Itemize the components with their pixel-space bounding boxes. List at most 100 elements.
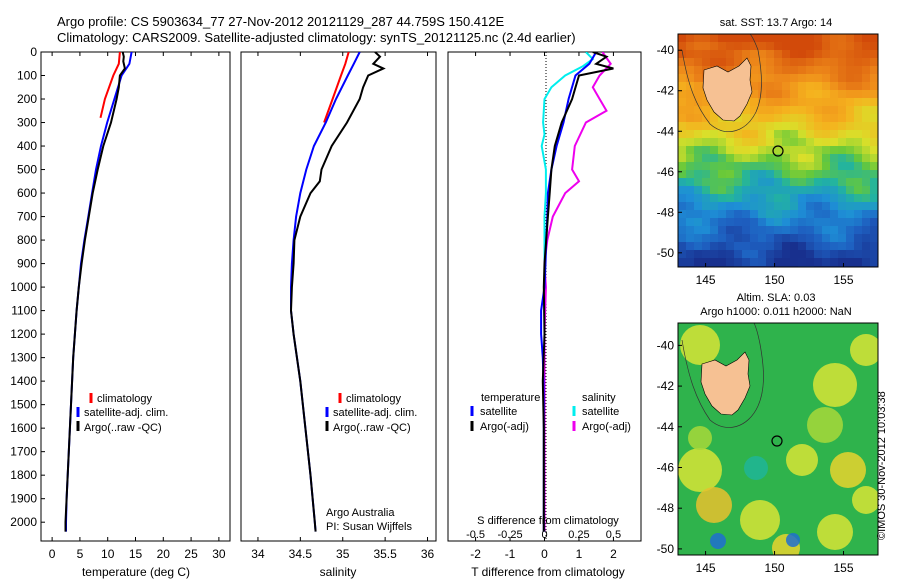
lat-tick-label: -42 bbox=[657, 379, 675, 393]
sst-cell bbox=[750, 162, 758, 170]
sst-cell bbox=[798, 34, 806, 42]
sst-cell bbox=[846, 42, 854, 50]
sst-cell bbox=[686, 34, 694, 42]
sst-map-axis: 145 150 155 -40 -42 -44 -46 -48 -50 bbox=[657, 43, 854, 287]
sst-cell bbox=[678, 98, 686, 106]
sst-cell bbox=[830, 170, 838, 178]
sst-cell bbox=[774, 106, 782, 114]
argo-position-marker bbox=[771, 435, 783, 447]
sst-cell bbox=[806, 194, 814, 202]
sst-cell bbox=[750, 258, 758, 266]
sst-cell bbox=[790, 90, 798, 98]
sst-cell bbox=[726, 42, 734, 50]
sst-cell bbox=[758, 130, 766, 138]
sst-cell bbox=[806, 82, 814, 90]
sst-cell bbox=[774, 130, 782, 138]
sst-cell bbox=[814, 114, 822, 122]
sst-cell bbox=[830, 154, 838, 162]
sst-cell bbox=[798, 114, 806, 122]
sst-cell bbox=[822, 98, 830, 106]
sla-anomaly-blob bbox=[786, 444, 818, 476]
sst-cell bbox=[862, 210, 870, 218]
sst-cell bbox=[814, 66, 822, 74]
sst-cell bbox=[742, 34, 750, 42]
sst-cell bbox=[734, 138, 742, 146]
sst-cell bbox=[830, 122, 838, 130]
sst-cell bbox=[734, 258, 742, 266]
sst-cell bbox=[806, 130, 814, 138]
sst-cell bbox=[734, 130, 742, 138]
sst-cell bbox=[790, 258, 798, 266]
sst-cell bbox=[678, 74, 686, 82]
sst-cell bbox=[758, 186, 766, 194]
sst-cell bbox=[750, 90, 758, 98]
sst-cell bbox=[678, 234, 686, 242]
sst-cell bbox=[750, 170, 758, 178]
sst-cell bbox=[678, 194, 686, 202]
sst-cell bbox=[822, 130, 830, 138]
sst-cell bbox=[766, 130, 774, 138]
sst-cell bbox=[862, 98, 870, 106]
sst-cell bbox=[766, 226, 774, 234]
x-tick-label: 36 bbox=[421, 547, 435, 561]
sst-cell bbox=[758, 218, 766, 226]
s-tick-label: -0.25 bbox=[497, 529, 522, 541]
sst-cell bbox=[854, 194, 862, 202]
sst-cell bbox=[678, 50, 686, 58]
legend-label-satellite: satellite-adj. clim. bbox=[333, 407, 417, 419]
sst-cell bbox=[750, 242, 758, 250]
temperature-legend: climatology satellite-adj. clim. Argo(..… bbox=[76, 393, 168, 434]
temperature-argo-diff-line bbox=[541, 52, 614, 532]
legend-label-argo: Argo(..raw -QC) bbox=[333, 422, 411, 434]
sst-cell bbox=[734, 170, 742, 178]
sst-cell bbox=[822, 154, 830, 162]
sst-cell bbox=[822, 194, 830, 202]
sst-cell bbox=[822, 74, 830, 82]
sst-cell bbox=[726, 146, 734, 154]
sst-cell bbox=[686, 242, 694, 250]
lat-tick-label: -50 bbox=[657, 246, 675, 260]
sst-cell bbox=[758, 258, 766, 266]
sst-cell bbox=[798, 258, 806, 266]
sst-cell bbox=[742, 50, 750, 58]
sst-cell bbox=[742, 178, 750, 186]
sst-cell bbox=[758, 178, 766, 186]
sst-cell bbox=[798, 234, 806, 242]
sst-cell bbox=[718, 138, 726, 146]
sst-cell bbox=[710, 178, 718, 186]
sla-anomaly-blob bbox=[786, 533, 800, 547]
sst-cell bbox=[814, 194, 822, 202]
sst-cell bbox=[782, 226, 790, 234]
sst-cell bbox=[782, 122, 790, 130]
sst-cell bbox=[774, 202, 782, 210]
sla-anomaly-blob bbox=[807, 407, 843, 443]
sst-cell bbox=[710, 154, 718, 162]
sst-cell bbox=[790, 226, 798, 234]
sst-cell bbox=[766, 122, 774, 130]
x-tick-label: 34.5 bbox=[289, 547, 313, 561]
sst-cell bbox=[750, 146, 758, 154]
sst-cell bbox=[686, 58, 694, 66]
sst-cell bbox=[710, 114, 718, 122]
sst-cell bbox=[734, 186, 742, 194]
sst-cell bbox=[678, 202, 686, 210]
sst-cell bbox=[790, 130, 798, 138]
sst-cell bbox=[742, 234, 750, 242]
sst-cell bbox=[758, 58, 766, 66]
sst-cell bbox=[726, 202, 734, 210]
sst-cell bbox=[838, 114, 846, 122]
x-tick-label: 25 bbox=[184, 547, 198, 561]
sst-cell bbox=[678, 130, 686, 138]
sst-cell bbox=[686, 66, 694, 74]
sst-cell bbox=[694, 258, 702, 266]
sst-cell bbox=[766, 170, 774, 178]
sst-cell bbox=[798, 242, 806, 250]
sst-cell bbox=[814, 170, 822, 178]
sst-cell bbox=[854, 202, 862, 210]
sst-cell bbox=[694, 58, 702, 66]
sst-cell bbox=[750, 66, 758, 74]
salinity-panel: 34 34.5 35 35.5 36 climatology satellite-adj… bbox=[240, 51, 437, 579]
y-tick-label: 1700 bbox=[10, 445, 37, 459]
sst-cell bbox=[766, 250, 774, 258]
sst-cell bbox=[814, 186, 822, 194]
